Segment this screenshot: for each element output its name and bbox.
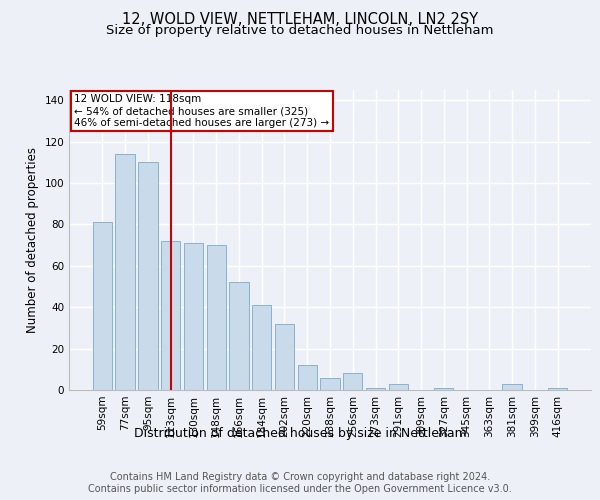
Bar	[206, 245, 226, 390]
Text: 12 WOLD VIEW: 118sqm
← 54% of detached houses are smaller (325)
46% of semi-deta: 12 WOLD VIEW: 118sqm ← 54% of detached h…	[74, 94, 329, 128]
Bar	[389, 384, 408, 390]
Y-axis label: Number of detached properties: Number of detached properties	[26, 147, 39, 333]
Bar	[366, 388, 385, 390]
Bar	[229, 282, 248, 390]
Bar	[434, 388, 454, 390]
Text: Size of property relative to detached houses in Nettleham: Size of property relative to detached ho…	[106, 24, 494, 37]
Bar	[161, 241, 181, 390]
Bar	[115, 154, 135, 390]
Bar	[298, 365, 317, 390]
Text: Contains HM Land Registry data © Crown copyright and database right 2024.: Contains HM Land Registry data © Crown c…	[110, 472, 490, 482]
Bar	[93, 222, 112, 390]
Text: Distribution of detached houses by size in Nettleham: Distribution of detached houses by size …	[134, 428, 466, 440]
Text: 12, WOLD VIEW, NETTLEHAM, LINCOLN, LN2 2SY: 12, WOLD VIEW, NETTLEHAM, LINCOLN, LN2 2…	[122, 12, 478, 28]
Bar	[320, 378, 340, 390]
Bar	[548, 388, 567, 390]
Text: Contains public sector information licensed under the Open Government Licence v3: Contains public sector information licen…	[88, 484, 512, 494]
Bar	[138, 162, 158, 390]
Bar	[275, 324, 294, 390]
Bar	[252, 305, 271, 390]
Bar	[184, 243, 203, 390]
Bar	[502, 384, 522, 390]
Bar	[343, 374, 362, 390]
